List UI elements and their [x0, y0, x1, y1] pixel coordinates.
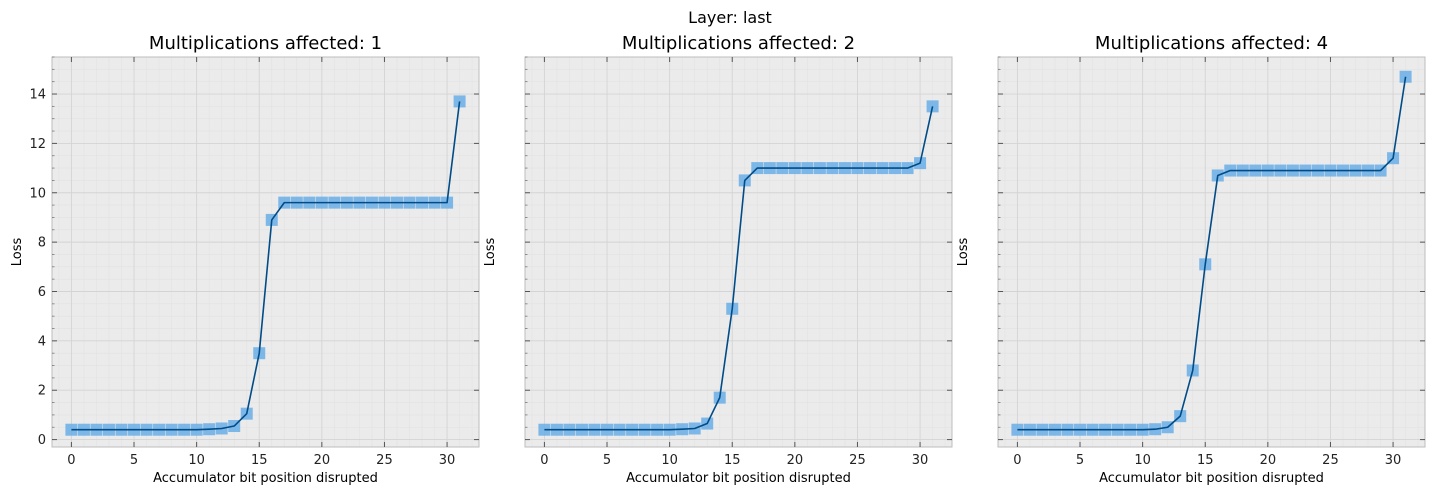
y-tick-label: 14: [29, 88, 46, 103]
x-axis-label: Accumulator bit position disrupted: [1099, 471, 1324, 486]
minor-grid: [52, 56, 479, 447]
major-grid: [525, 57, 952, 447]
panel-1: 0 5 10 15 20 25 30 0 2 4 6 8 10 12 14 Multiplications a…: [10, 33, 480, 486]
tick-marks: [525, 56, 952, 447]
x-tick-label: 25: [376, 453, 393, 468]
data-point: [65, 423, 78, 436]
x-tick-label: 20: [787, 453, 804, 468]
minor-grid: [525, 56, 952, 447]
plot-frame: [51, 56, 480, 448]
x-tick-label: 5: [1076, 453, 1084, 468]
y-tick-label: 6: [38, 285, 46, 300]
x-tick-label: 5: [130, 453, 138, 468]
y-axis-label: Loss: [483, 238, 498, 267]
tick-marks: [52, 56, 479, 447]
tick-marks: [998, 56, 1425, 447]
series-line: [544, 106, 934, 431]
data-point: [1399, 70, 1412, 83]
x-tick-label: 15: [724, 453, 741, 468]
x-tick-label: 20: [1260, 453, 1277, 468]
x-tick-label: 10: [188, 453, 205, 468]
panel-title: Multiplications affected: 2: [622, 33, 855, 54]
tick-labels: 0 5 10 15 20 25 30 0 2 4 6 8 10 12 14: [29, 88, 455, 468]
panel-3: 0 5 10 15 20 25 30 Multiplications affected: 4 A…: [956, 33, 1426, 486]
major-grid: [52, 57, 479, 447]
x-tick-label: 0: [540, 453, 548, 468]
plot-frame: [524, 56, 953, 448]
panel-title: Multiplications affected: 4: [1095, 33, 1328, 54]
y-tick-label: 8: [38, 236, 46, 251]
x-tick-label: 10: [661, 453, 678, 468]
panel-title: Multiplications affected: 1: [149, 33, 382, 54]
tick-labels: 0 5 10 15 20 25 30: [1013, 453, 1401, 468]
y-tick-label: 10: [29, 186, 46, 201]
series-line: [71, 101, 461, 431]
x-tick-label: 25: [1322, 453, 1339, 468]
panels: 0 5 10 15 20 25 30 0 2 4 6 8 10 12 14 Multiplications a…: [10, 33, 1426, 486]
figure-suptitle: Layer: last: [688, 8, 772, 27]
data-point: [926, 100, 939, 113]
x-tick-label: 10: [1134, 453, 1151, 468]
x-tick-label: 25: [849, 453, 866, 468]
data-point: [538, 423, 551, 436]
x-tick-label: 30: [1385, 453, 1402, 468]
panel-2: 0 5 10 15 20 25 30 Multiplications affected: 2 A…: [483, 33, 953, 486]
major-grid: [998, 57, 1425, 447]
plot-background: [998, 57, 1425, 447]
x-axis-label: Accumulator bit position disrupted: [153, 471, 378, 486]
x-tick-label: 5: [603, 453, 611, 468]
x-tick-label: 15: [1197, 453, 1214, 468]
y-tick-label: 4: [38, 334, 46, 349]
x-tick-label: 30: [439, 453, 456, 468]
y-tick-label: 12: [29, 137, 46, 152]
x-axis-label: Accumulator bit position disrupted: [626, 471, 851, 486]
x-tick-label: 0: [1013, 453, 1021, 468]
x-tick-label: 20: [314, 453, 331, 468]
y-tick-label: 2: [38, 384, 46, 399]
plot-frame: [997, 56, 1426, 448]
series-line: [1017, 76, 1407, 431]
x-tick-label: 0: [67, 453, 75, 468]
x-tick-label: 30: [912, 453, 929, 468]
data-point: [1011, 423, 1024, 436]
x-tick-label: 15: [251, 453, 268, 468]
y-axis-label: Loss: [10, 238, 25, 267]
tick-labels: 0 5 10 15 20 25 30: [540, 453, 928, 468]
y-tick-label: 0: [38, 433, 46, 448]
plot-background: [52, 57, 479, 447]
y-axis-label: Loss: [956, 238, 971, 267]
